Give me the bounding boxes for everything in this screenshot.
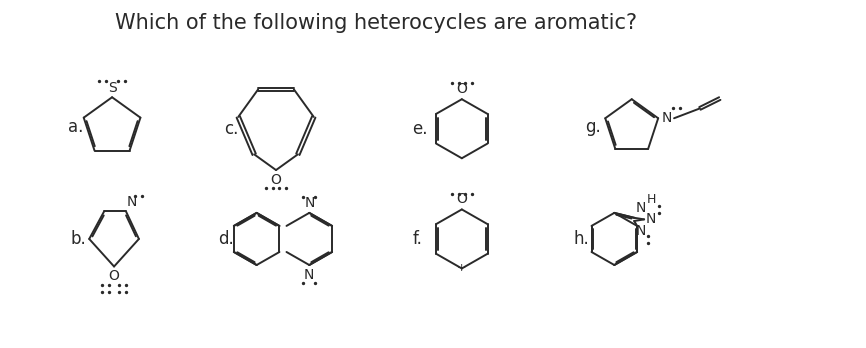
Text: N: N (646, 212, 656, 227)
Text: H: H (647, 193, 656, 206)
Text: O: O (456, 82, 468, 96)
Text: N: N (661, 111, 671, 125)
Text: S: S (107, 81, 116, 95)
Text: O: O (270, 173, 281, 187)
Text: O: O (456, 192, 468, 206)
Text: a.: a. (68, 118, 84, 136)
Text: N: N (635, 201, 645, 215)
Text: c.: c. (224, 120, 239, 138)
Text: f.: f. (412, 230, 422, 248)
Text: h.: h. (573, 230, 589, 248)
Text: N: N (305, 196, 315, 210)
Text: e.: e. (412, 120, 428, 138)
Text: N: N (635, 224, 645, 238)
Text: +: + (457, 263, 467, 274)
Text: Which of the following heterocycles are aromatic?: Which of the following heterocycles are … (114, 13, 637, 33)
Text: N: N (127, 196, 138, 209)
Text: d.: d. (218, 230, 234, 248)
Text: g.: g. (585, 118, 601, 136)
Text: N: N (304, 268, 314, 282)
Text: b.: b. (70, 230, 86, 248)
Text: O: O (108, 269, 120, 284)
